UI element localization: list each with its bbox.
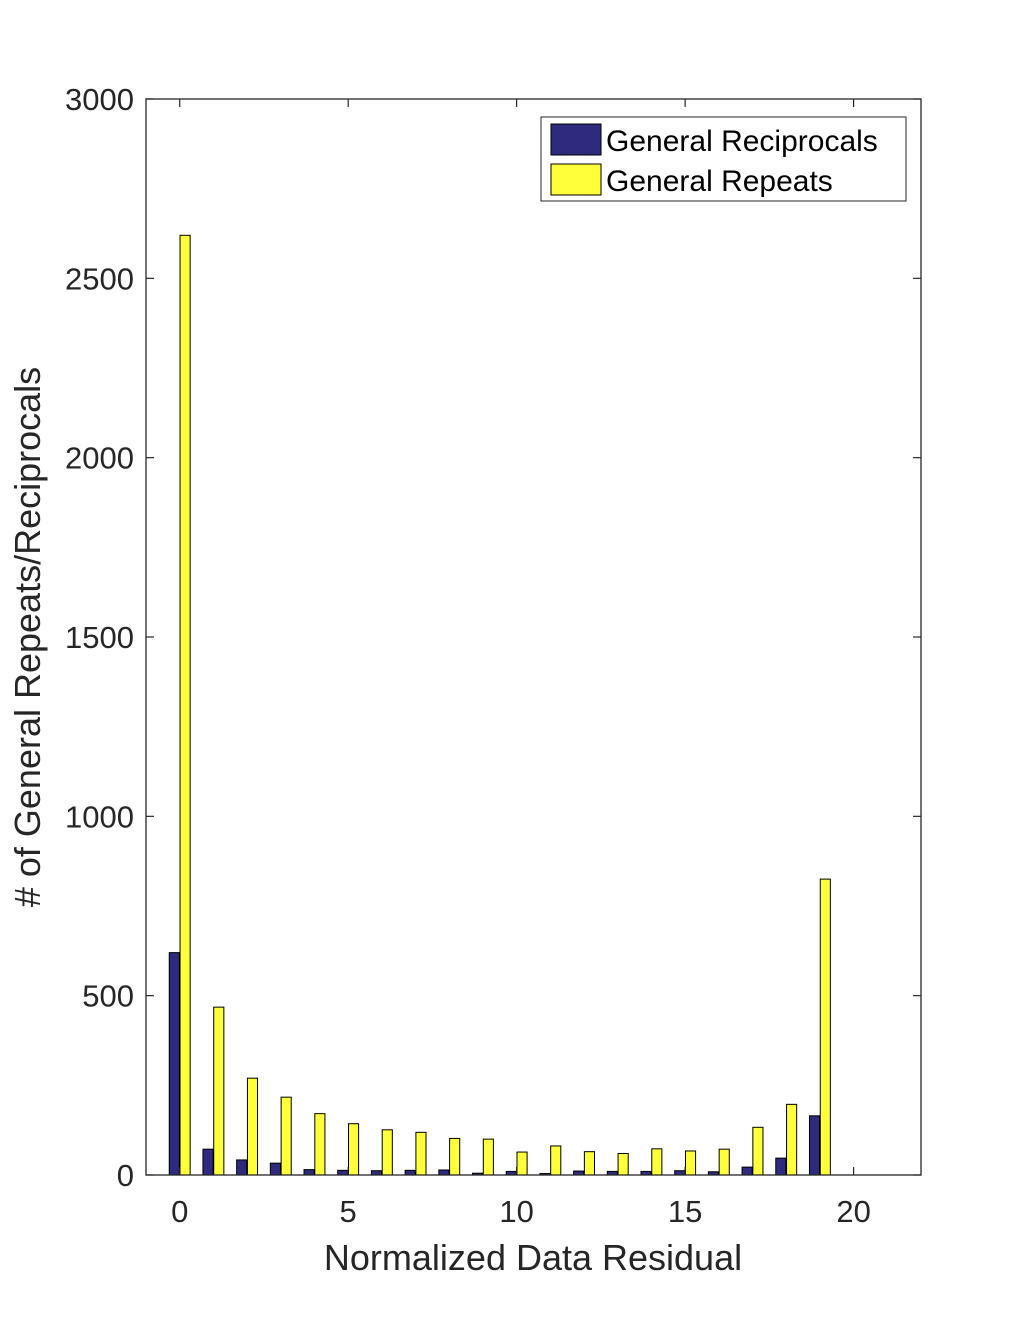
bar-general-reciprocals-5 bbox=[337, 1169, 349, 1176]
x-tick-label-15: 15 bbox=[668, 1194, 702, 1229]
bar-general-repeats-2 bbox=[246, 1077, 259, 1176]
bar-general-reciprocals-18 bbox=[775, 1157, 787, 1176]
plot-area bbox=[146, 99, 921, 1175]
bar-general-repeats-19 bbox=[819, 878, 831, 1176]
bar-general-repeats-16 bbox=[718, 1148, 730, 1176]
x-tick-label-20: 20 bbox=[836, 1194, 870, 1229]
bar-general-repeats-17 bbox=[752, 1126, 764, 1176]
bar-general-reciprocals-4 bbox=[303, 1169, 315, 1176]
legend-swatch-general-reciprocals bbox=[550, 123, 602, 156]
bar-general-reciprocals-2 bbox=[236, 1159, 248, 1176]
y-tick-label-2500: 2500 bbox=[65, 261, 134, 296]
bar-general-reciprocals-7 bbox=[404, 1169, 416, 1176]
bar-general-repeats-18 bbox=[786, 1103, 798, 1176]
bar-general-repeats-3 bbox=[280, 1096, 292, 1176]
bar-general-repeats-0 bbox=[179, 234, 191, 1176]
bar-general-reciprocals-0 bbox=[168, 952, 180, 1176]
bar-general-reciprocals-19 bbox=[808, 1115, 821, 1176]
bar-general-repeats-1 bbox=[213, 1006, 225, 1176]
y-axis-label: # of General Repeats/Reciprocals bbox=[7, 367, 48, 907]
bar-general-repeats-8 bbox=[449, 1137, 461, 1176]
bar-general-reciprocals-1 bbox=[202, 1148, 214, 1176]
legend-swatch-general-repeats bbox=[550, 163, 602, 196]
legend-box bbox=[540, 116, 907, 202]
bar-general-repeats-10 bbox=[516, 1151, 528, 1176]
bar-general-reciprocals-8 bbox=[438, 1169, 450, 1176]
bar-general-repeats-15 bbox=[684, 1150, 697, 1176]
y-tick-label-500: 500 bbox=[82, 979, 134, 1014]
legend-label-general-reciprocals: General Reciprocals bbox=[606, 125, 878, 158]
y-tick-label-0: 0 bbox=[117, 1158, 134, 1193]
bar-general-repeats-5 bbox=[348, 1123, 360, 1176]
ticks-group: 0 5 10 15 20 0 500 1000 1500 2000 2500 3000 bbox=[65, 82, 921, 1229]
bar-general-repeats-12 bbox=[583, 1151, 595, 1176]
y-tick-label-3000: 3000 bbox=[65, 82, 134, 117]
legend-label-general-repeats: General Repeats bbox=[606, 165, 833, 198]
y-tick-label-1000: 1000 bbox=[65, 799, 134, 834]
x-tick-label-0: 0 bbox=[171, 1194, 188, 1229]
y-tick-label-1500: 1500 bbox=[65, 620, 134, 655]
bar-general-repeats-13 bbox=[617, 1152, 629, 1176]
legend: General Reciprocals General Repeats bbox=[540, 116, 907, 202]
axes-box bbox=[145, 98, 922, 1176]
bar-general-repeats-9 bbox=[482, 1138, 494, 1176]
bar-general-repeats-7 bbox=[415, 1131, 427, 1176]
bar-general-repeats-14 bbox=[651, 1148, 663, 1176]
x-tick-label-10: 10 bbox=[499, 1194, 533, 1229]
bar-general-reciprocals-3 bbox=[269, 1162, 281, 1176]
bar-general-repeats-4 bbox=[314, 1113, 326, 1176]
bar-general-repeats-11 bbox=[550, 1145, 562, 1176]
bar-general-reciprocals-17 bbox=[741, 1166, 753, 1176]
x-tick-label-5: 5 bbox=[340, 1194, 357, 1229]
y-tick-label-2000: 2000 bbox=[65, 441, 134, 476]
bar-general-repeats-6 bbox=[381, 1129, 393, 1176]
x-axis-label: Normalized Data Residual bbox=[324, 1237, 742, 1278]
